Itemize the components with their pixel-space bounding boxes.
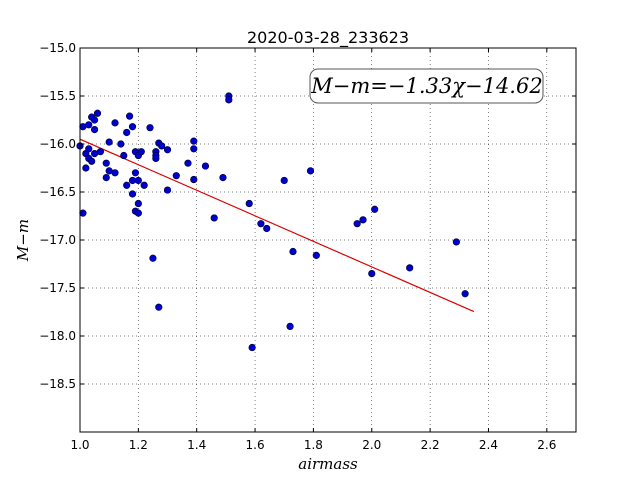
data-point [123, 181, 131, 189]
data-point [90, 116, 99, 124]
x-tick-label: 1.6 [246, 438, 265, 452]
data-point [152, 154, 160, 162]
data-point [128, 190, 137, 198]
data-point [280, 176, 288, 185]
y-tick-label: −18.0 [39, 329, 76, 343]
data-point [201, 162, 210, 170]
data-point [120, 151, 128, 160]
annotation-box [309, 68, 544, 104]
x-tick-labels: 1.0 1.2 1.4 1.6 1.8 2.0 2.2 2.4 2.6 [70, 438, 556, 452]
fit-annotation: M−m=−1.33χ−14.62 [309, 68, 544, 104]
data-point [146, 124, 154, 132]
data-point [105, 138, 113, 146]
data-point [245, 199, 253, 208]
data-point [126, 112, 134, 120]
y-tick-label: −17.5 [39, 281, 76, 295]
data-points [76, 92, 469, 352]
data-point [219, 174, 227, 182]
fit-line [79, 138, 475, 313]
y-tick-label: −16.5 [39, 185, 76, 199]
x-tick-label: 1.2 [129, 438, 148, 452]
data-point [149, 254, 157, 262]
data-point [128, 123, 137, 131]
data-point [111, 119, 119, 127]
data-point [85, 145, 93, 153]
data-point [353, 220, 361, 228]
data-point [286, 322, 294, 331]
y-axis-label: M−m [14, 219, 32, 262]
data-point [155, 303, 163, 311]
data-point [359, 216, 367, 224]
data-point [90, 126, 99, 134]
annotation-text: M−m=−1.33χ−14.62 [310, 74, 542, 98]
data-point [289, 247, 297, 256]
data-point [102, 174, 110, 182]
data-point [371, 205, 379, 213]
y-tick-label: −15.0 [39, 41, 76, 55]
data-point [312, 251, 320, 259]
data-point [111, 169, 119, 177]
data-point [123, 128, 131, 137]
data-point [210, 214, 218, 222]
y-tick-label: −15.5 [39, 89, 76, 103]
x-tick-label: 1.4 [187, 438, 206, 452]
data-point [172, 172, 180, 180]
axis-ticks [79, 47, 576, 432]
data-point [257, 220, 265, 228]
x-tick-label: 2.0 [362, 438, 381, 452]
data-point [134, 199, 142, 208]
chart-title: 2020-03-28_233623 [247, 28, 409, 48]
data-point [134, 209, 142, 217]
y-tick-label: −16.0 [39, 137, 76, 151]
data-point [461, 290, 469, 298]
data-point [137, 148, 145, 156]
data-point [93, 109, 102, 117]
data-point [158, 142, 166, 150]
data-point [85, 121, 93, 129]
x-tick-label: 2.4 [479, 438, 498, 452]
data-point [82, 164, 90, 172]
data-point [452, 238, 460, 246]
data-point [131, 169, 140, 177]
x-tick-label: 1.0 [70, 438, 89, 452]
data-point [190, 175, 198, 184]
data-point [96, 148, 105, 156]
data-point [184, 159, 192, 167]
data-point [163, 146, 172, 154]
x-tick-label: 2.2 [421, 438, 440, 452]
data-point [368, 270, 376, 278]
fit-line-group [79, 138, 475, 313]
y-tick-label: −18.5 [39, 377, 76, 391]
data-point [263, 224, 271, 233]
data-point [225, 96, 233, 104]
data-point [306, 167, 315, 175]
y-tick-labels: −15.0 −15.5 −16.0 −16.5 −17.0 −17.5 −18.0 −18.5 [39, 41, 76, 391]
data-point [88, 157, 96, 165]
x-axis-label: airmass [298, 455, 358, 473]
x-tick-label: 2.6 [537, 438, 556, 452]
y-tick-label: −17.0 [39, 233, 76, 247]
data-point [117, 140, 125, 148]
data-point [190, 145, 198, 153]
data-point [134, 176, 142, 185]
data-point [190, 137, 198, 145]
data-point [163, 186, 172, 194]
x-tick-label: 1.8 [304, 438, 323, 452]
data-point [140, 181, 148, 189]
data-point [248, 343, 256, 352]
data-point [79, 209, 87, 217]
data-point [102, 159, 110, 167]
data-point [406, 264, 414, 272]
